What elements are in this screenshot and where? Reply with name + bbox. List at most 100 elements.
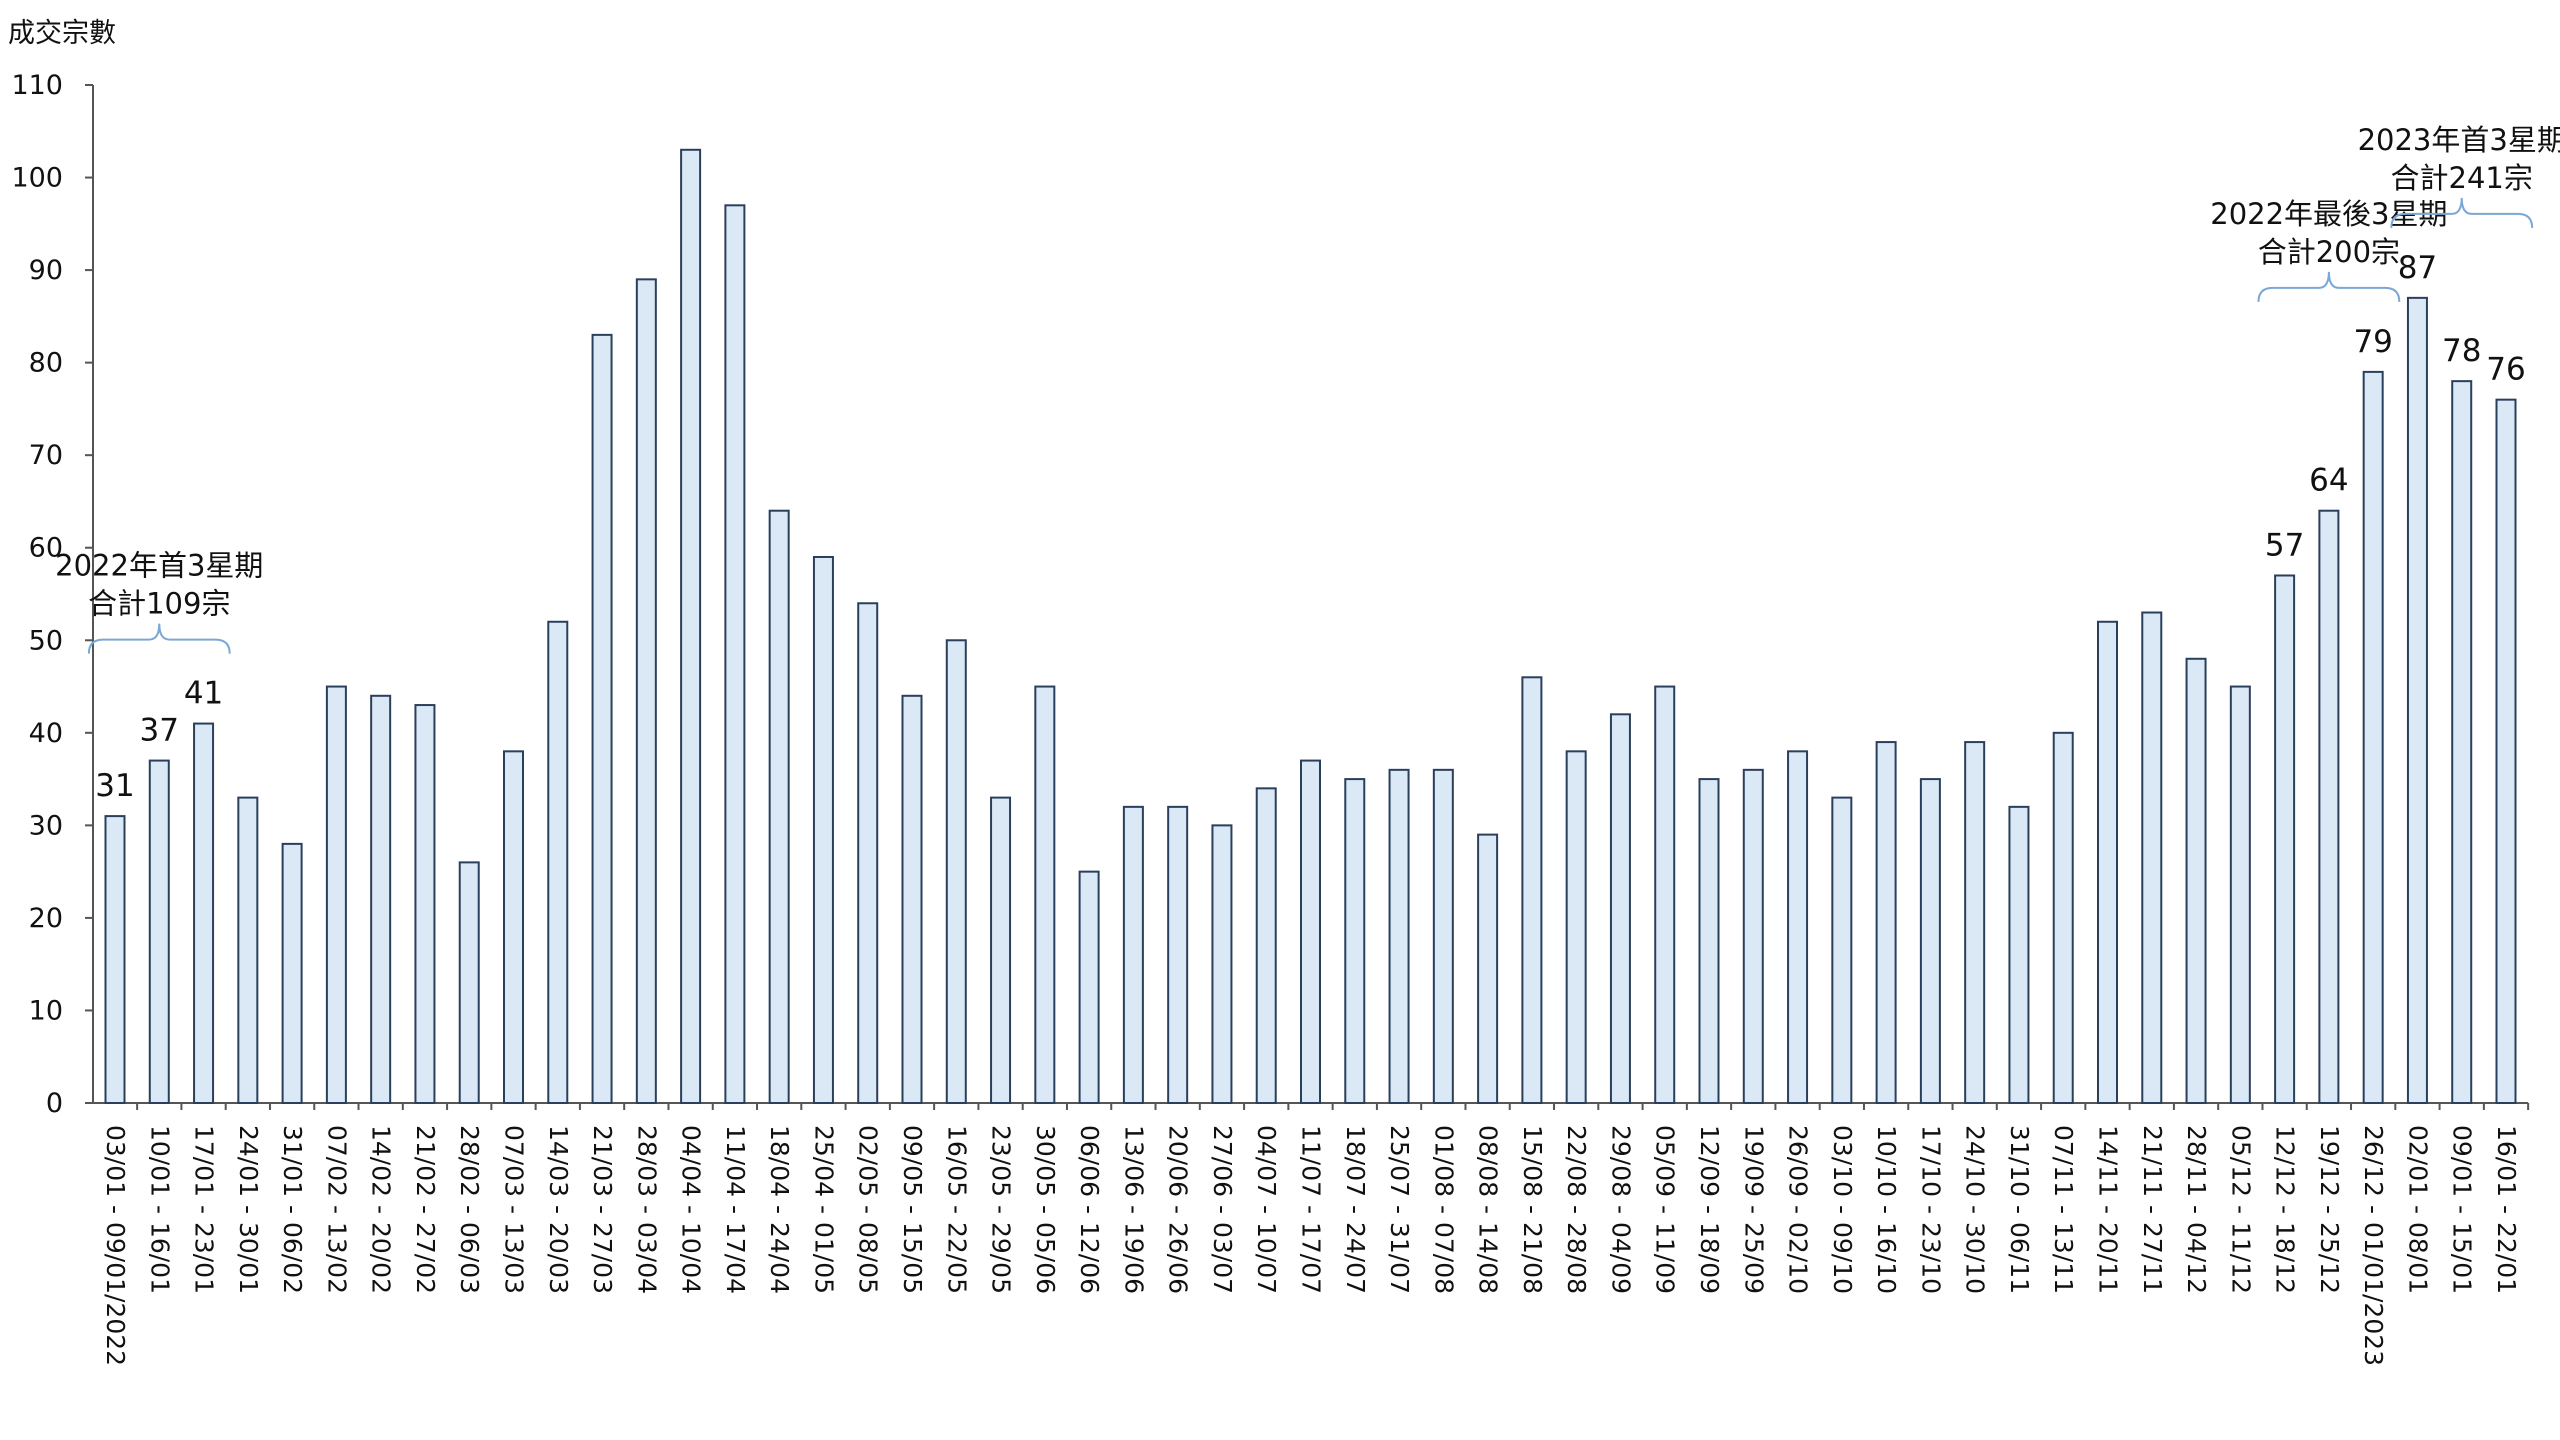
bar bbox=[1078, 870, 1100, 1104]
annotation-brace bbox=[2257, 271, 2401, 302]
x-tick-label: 04/04 - 10/04 bbox=[677, 1125, 706, 1294]
y-tick-label: 100 bbox=[11, 163, 63, 194]
annotations: 2022年首3星期合計109宗2022年最後3星期合計200宗2023年首3星期… bbox=[55, 123, 2560, 654]
bar bbox=[148, 759, 170, 1105]
x-tick-label: 01/08 - 07/08 bbox=[1429, 1125, 1458, 1294]
bar bbox=[104, 815, 126, 1104]
bar bbox=[1300, 759, 1321, 1105]
x-tick-label: 19/12 - 25/12 bbox=[2315, 1125, 2344, 1294]
data-label: 87 bbox=[2398, 250, 2437, 286]
bar bbox=[1964, 741, 1986, 1105]
x-tick-label: 13/06 - 19/06 bbox=[1119, 1125, 1148, 1294]
y-tick-label: 70 bbox=[29, 440, 63, 471]
bar bbox=[281, 842, 303, 1104]
bar bbox=[2185, 657, 2207, 1104]
x-tick-label: 08/08 - 14/08 bbox=[1474, 1125, 1503, 1294]
bar bbox=[414, 704, 436, 1105]
x-tick-label: 14/02 - 20/02 bbox=[367, 1125, 396, 1294]
x-tick-label: 14/11 - 20/11 bbox=[2094, 1125, 2123, 1294]
y-tick-label: 30 bbox=[29, 810, 63, 841]
bar bbox=[1698, 778, 1720, 1104]
bar bbox=[193, 722, 215, 1105]
data-label: 31 bbox=[95, 768, 134, 804]
x-tick-label: 19/09 - 25/09 bbox=[1739, 1125, 1768, 1294]
x-tick-label: 03/01 - 09/01/2022 bbox=[101, 1125, 130, 1366]
bar bbox=[635, 278, 657, 1104]
x-tick-label: 09/05 - 15/05 bbox=[898, 1125, 927, 1294]
x-tick-label: 26/09 - 02/10 bbox=[1784, 1125, 1813, 1294]
bar bbox=[1787, 750, 1809, 1104]
bar bbox=[2097, 620, 2118, 1104]
bar bbox=[1211, 824, 1233, 1104]
bar bbox=[591, 333, 613, 1104]
y-tick-label: 110 bbox=[11, 70, 63, 101]
bar bbox=[2495, 398, 2517, 1104]
y-axis-label: 成交宗數 bbox=[8, 18, 116, 49]
bar bbox=[458, 861, 480, 1105]
annotation-brace bbox=[2390, 197, 2534, 228]
x-tick-label: 21/03 - 27/03 bbox=[588, 1125, 617, 1294]
annotation-brace bbox=[87, 623, 231, 654]
x-tick-label: 12/12 - 18/12 bbox=[2271, 1125, 2300, 1294]
x-tick-label: 27/06 - 03/07 bbox=[1208, 1125, 1237, 1294]
bar bbox=[2318, 509, 2340, 1104]
data-label: 78 bbox=[2442, 333, 2481, 369]
bar bbox=[990, 796, 1012, 1104]
x-tick-label: 28/02 - 06/03 bbox=[455, 1125, 484, 1294]
bars bbox=[104, 148, 2517, 1105]
y-axis: 0 10 20 30 40 50 60 70 80 90 100 110 bbox=[11, 70, 2529, 1119]
bar bbox=[945, 639, 967, 1104]
bar bbox=[1344, 778, 1366, 1104]
y-tick-label: 40 bbox=[29, 718, 63, 749]
bar bbox=[2008, 805, 2030, 1104]
data-label: 37 bbox=[140, 713, 179, 749]
bar bbox=[1919, 778, 1941, 1104]
data-label: 79 bbox=[2353, 324, 2392, 360]
x-tick-label: 03/10 - 09/10 bbox=[1828, 1125, 1857, 1294]
bar bbox=[1034, 685, 1056, 1105]
bar bbox=[1875, 741, 1897, 1105]
x-tick-label: 22/08 - 28/08 bbox=[1562, 1125, 1591, 1294]
x-tick-label: 17/01 - 23/01 bbox=[190, 1125, 219, 1294]
bar bbox=[547, 620, 569, 1104]
x-axis-tick-labels: 03/01 - 09/01/2022 10/01 - 16/01 17/01 - 2… bbox=[101, 1103, 2530, 1366]
y-tick-label: 10 bbox=[29, 995, 63, 1026]
y-tick-label: 80 bbox=[29, 348, 63, 379]
y-tick-label: 20 bbox=[29, 903, 63, 934]
x-tick-label: 21/02 - 27/02 bbox=[411, 1125, 440, 1294]
x-tick-label: 14/03 - 20/03 bbox=[544, 1125, 573, 1294]
bar bbox=[1167, 805, 1189, 1104]
bar bbox=[2052, 731, 2074, 1104]
bar bbox=[812, 555, 834, 1104]
data-label: 76 bbox=[2486, 352, 2525, 388]
bar bbox=[724, 204, 746, 1105]
bar bbox=[2451, 380, 2473, 1104]
annotation-text: 2023年首3星期 bbox=[2358, 123, 2560, 157]
x-tick-label: 05/12 - 11/12 bbox=[2226, 1125, 2255, 1294]
x-tick-label: 07/03 - 13/03 bbox=[500, 1125, 529, 1294]
bar bbox=[1255, 787, 1277, 1104]
annotation-text: 合計200宗 bbox=[2258, 235, 2400, 269]
bar bbox=[901, 694, 923, 1104]
x-tick-label: 20/06 - 26/06 bbox=[1164, 1125, 1193, 1294]
x-tick-label: 16/05 - 22/05 bbox=[942, 1125, 971, 1294]
bar bbox=[2406, 296, 2428, 1104]
x-tick-label: 25/04 - 01/05 bbox=[809, 1125, 838, 1294]
x-tick-label: 02/05 - 08/05 bbox=[854, 1125, 883, 1294]
data-label: 57 bbox=[2265, 527, 2304, 563]
bar bbox=[857, 602, 879, 1104]
x-tick-label: 30/05 - 05/06 bbox=[1031, 1125, 1060, 1294]
annotation-text: 合計109宗 bbox=[88, 587, 230, 621]
x-tick-label: 06/06 - 12/06 bbox=[1075, 1125, 1104, 1294]
x-tick-label: 26/12 - 01/01/2023 bbox=[2359, 1125, 2388, 1366]
bar bbox=[2274, 574, 2296, 1104]
bar bbox=[1477, 833, 1499, 1104]
bar bbox=[768, 509, 790, 1104]
x-tick-label: 11/07 - 17/07 bbox=[1297, 1125, 1326, 1294]
annotation-text: 2022年首3星期 bbox=[55, 549, 263, 583]
bar bbox=[370, 694, 392, 1104]
x-tick-label: 17/10 - 23/10 bbox=[1916, 1125, 1945, 1294]
annotation-text: 合計241宗 bbox=[2391, 161, 2533, 195]
bar bbox=[1654, 685, 1676, 1105]
